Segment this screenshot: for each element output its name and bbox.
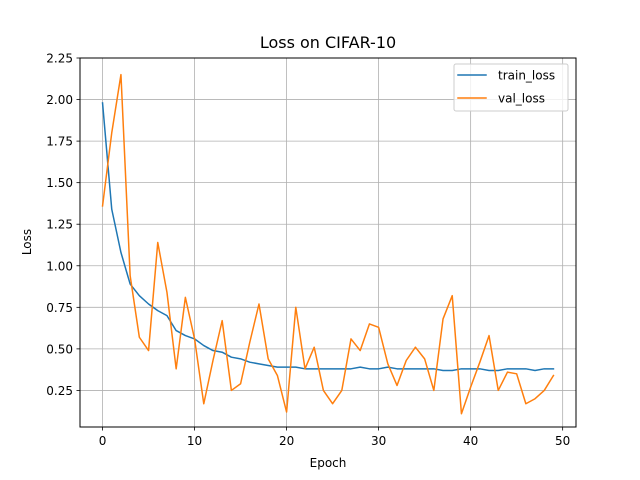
x-tick-label: 40 [463, 434, 478, 448]
y-tick-label: 0.75 [46, 301, 73, 315]
legend-label-val-loss: val_loss [498, 92, 545, 106]
x-axis-label: Epoch [310, 456, 347, 470]
plot-frame [79, 57, 577, 428]
x-tick-label: 50 [555, 434, 570, 448]
chart-title: Loss on CIFAR-10 [260, 33, 396, 52]
legend: train_loss val_loss [453, 63, 569, 112]
y-tick-label: 0.25 [46, 384, 73, 398]
y-tick-label: 2.25 [46, 52, 73, 66]
tick-layer: 0 10 20 30 40 50 0.25 0.50 0.75 1.00 1.25 1.50 1.75 2… [46, 52, 570, 449]
y-axis-label: Loss [20, 229, 34, 255]
series-line-val-loss [101, 73, 555, 415]
series-line-train-loss [101, 102, 555, 372]
y-tick-label: 1.50 [46, 176, 73, 190]
y-tick-label: 2.00 [46, 93, 73, 107]
y-tick-label: 0.50 [46, 342, 73, 356]
x-tick-label: 10 [187, 434, 202, 448]
y-tick-label: 1.25 [46, 218, 73, 232]
series-layer [101, 73, 555, 415]
x-tick-label: 0 [99, 434, 107, 448]
x-tick-label: 30 [371, 434, 386, 448]
y-tick-label: 1.75 [46, 135, 73, 149]
x-tick-label: 20 [279, 434, 294, 448]
y-tick-label: 1.00 [46, 259, 73, 273]
legend-label-train-loss: train_loss [498, 69, 555, 83]
